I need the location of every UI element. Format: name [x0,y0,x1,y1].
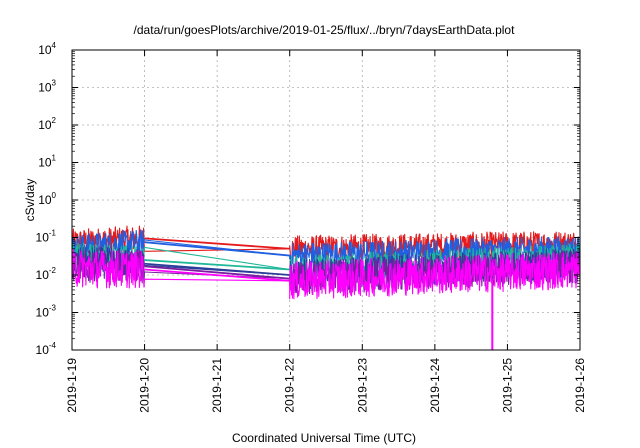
x-tick-label: 2019-1-23 [355,358,369,413]
series-gap-line-1 [144,237,290,250]
x-tick-label: 2019-1-19 [65,358,79,413]
x-tick-label: 2019-1-24 [428,358,442,413]
y-tick-label: 104 [38,41,56,57]
series-gap-line-6 [144,268,290,282]
y-tick-label: 10-1 [36,229,57,245]
x-tick-label: 2019-1-22 [283,358,297,413]
y-tick-label: 103 [38,79,56,95]
grid [72,50,580,350]
y-tick-label: 102 [38,116,56,132]
chart-title: /data/run/goesPlots/archive/2019-01-25/f… [134,23,516,37]
x-tick-label: 2019-1-25 [500,358,514,413]
series-line-2 [71,229,581,269]
x-axis-label: Coordinated Universal Time (UTC) [232,431,416,445]
series-group [71,225,581,350]
x-tick-label: 2019-1-20 [138,358,152,413]
x-axis: 2019-1-19 2019-1-20 2019-1-21 2019-1-22 2019… [65,50,587,413]
series-gap-line-2 [144,241,290,257]
y-axis: 10-4 10-3 10-2 10-1 100 101 102 103 104 [36,41,580,357]
y-axis-label: cSv/day [23,179,37,222]
series-gap-line-5 [144,265,290,280]
x-tick-label: 2019-1-21 [210,358,224,413]
y-tick-label: 10-3 [36,304,57,320]
series-gap-line-4 [144,262,290,276]
y-tick-label: 10-2 [36,266,57,282]
y-tick-label: 101 [38,154,56,170]
series-gap-line-3 [144,259,290,271]
x-tick-label: 2019-1-26 [573,358,587,413]
series-line-6 [71,249,581,300]
y-tick-label: 10-4 [36,341,57,357]
y-tick-label: 100 [38,191,56,207]
